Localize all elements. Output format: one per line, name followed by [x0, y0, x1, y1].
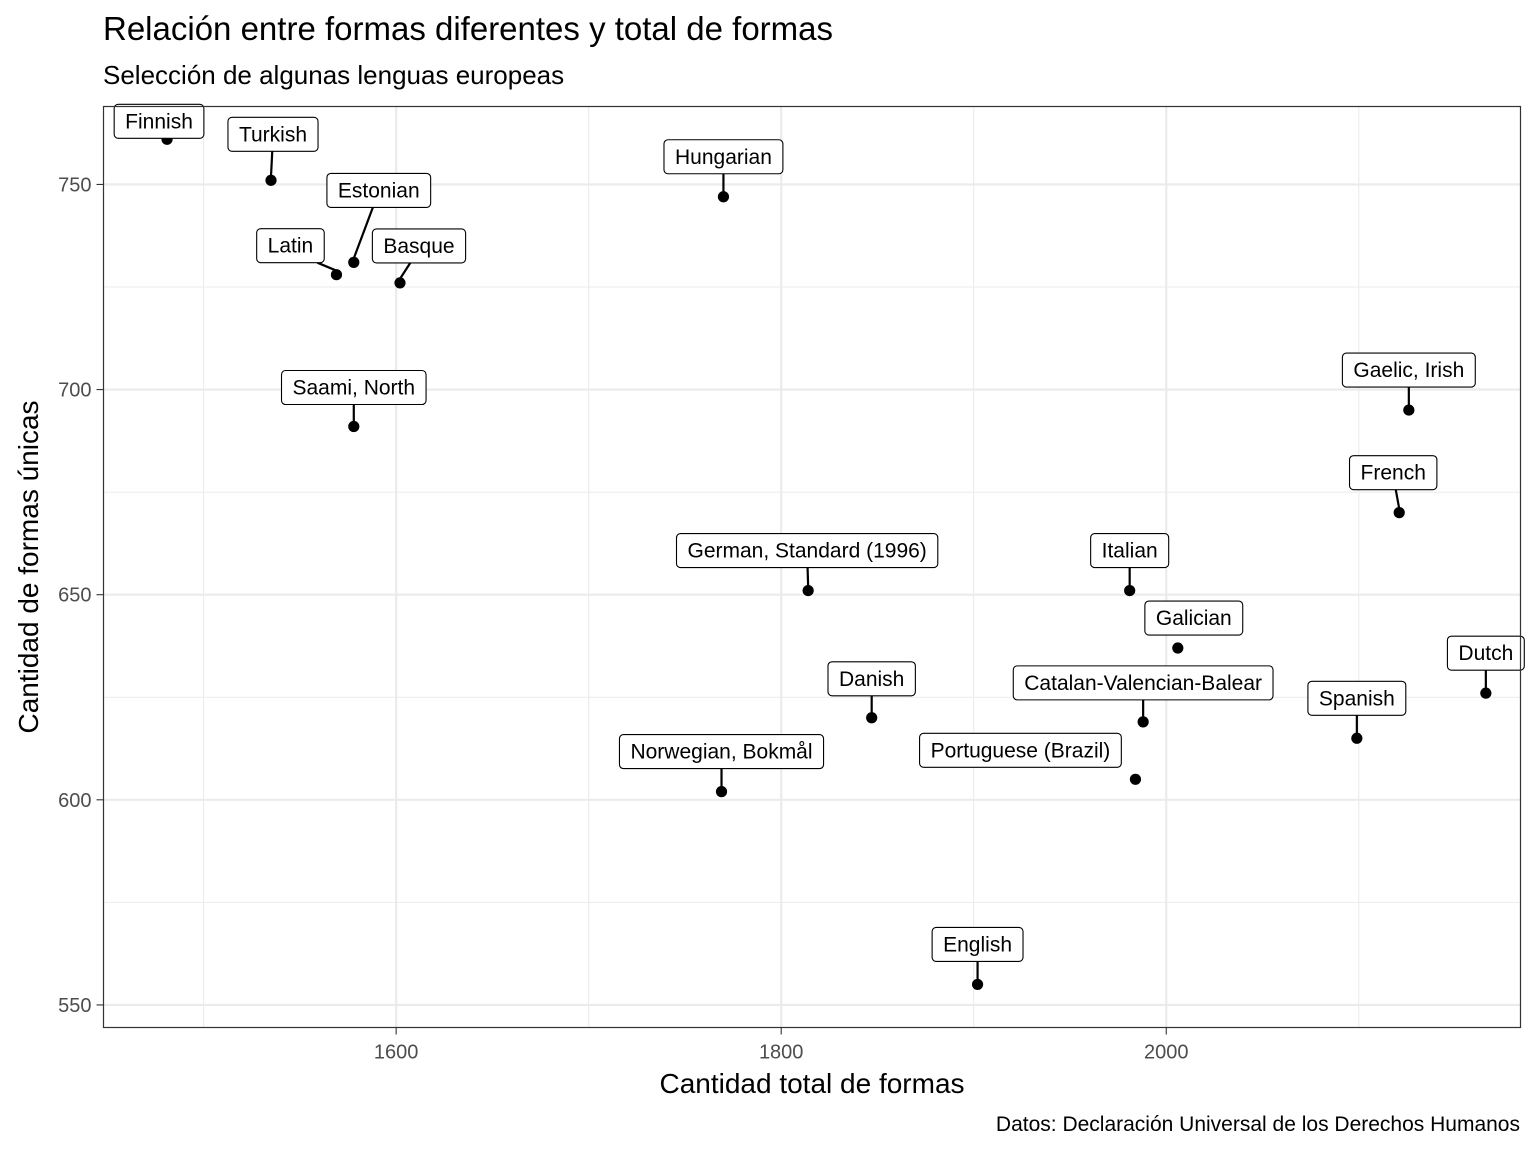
label-leader-line [399, 262, 412, 280]
point-label-text: German, Standard (1996) [688, 540, 927, 563]
point-label-text: Hungarian [675, 146, 772, 169]
y-tick-label: 650 [58, 585, 91, 607]
point-label: Portuguese (Brazil) [919, 732, 1122, 768]
chart-title: Relación entre formas diferentes y total… [103, 10, 833, 47]
plot-panel-border [102, 105, 1522, 1029]
point-label-box [675, 533, 939, 569]
y-axis-title: Cantidad de formas únicas [13, 400, 44, 733]
chart-subtitle: Selección de algunas lenguas europeas [103, 60, 564, 90]
point-label-box [919, 732, 1122, 768]
data-points [161, 133, 1492, 991]
point-label-text: Danish [839, 668, 904, 691]
x-axis-title: Cantidad total de formas [659, 1068, 964, 1099]
point-label-box [326, 172, 432, 208]
point-label-box [1012, 665, 1274, 701]
point-label-text: Latin [268, 235, 314, 258]
point-label: Saami, North [280, 369, 427, 406]
point-label-text: Gaelic, Irish [1353, 359, 1464, 382]
point-label: English [931, 926, 1024, 962]
data-point [971, 978, 984, 991]
data-point [1351, 732, 1363, 744]
label-leader-line [316, 261, 337, 272]
point-label-box [1144, 600, 1244, 636]
point-label: Finnish [113, 103, 205, 139]
data-point [1172, 642, 1184, 654]
x-tick-label: 1600 [374, 1042, 419, 1064]
point-label-box [1348, 455, 1438, 491]
point-label-text: Estonian [338, 179, 420, 202]
point-label-text: Spanish [1319, 687, 1395, 710]
data-point [717, 191, 730, 203]
point-label-text: English [943, 933, 1012, 956]
point-label-text: French [1361, 462, 1426, 485]
point-label-box [227, 116, 319, 152]
point-label-box [371, 228, 467, 264]
label-leader-line [269, 151, 274, 177]
point-label: Catalan-Valencian-Balear [1012, 665, 1274, 701]
point-label-box [1341, 352, 1476, 388]
point-label: German, Standard (1996) [675, 533, 939, 569]
label-leader-line [352, 207, 374, 259]
point-label-box [1090, 533, 1170, 569]
point-label: Basque [371, 228, 467, 264]
y-tick-label: 600 [58, 790, 91, 812]
point-label-box [256, 228, 325, 264]
data-point [1124, 584, 1136, 597]
data-point [348, 420, 360, 433]
point-label-text: Italian [1102, 540, 1158, 563]
data-point [394, 277, 406, 289]
point-label-text: Saami, North [293, 376, 416, 399]
data-point [715, 786, 728, 798]
point-label: Galician [1144, 600, 1244, 636]
data-point [802, 584, 814, 597]
point-label-box [113, 103, 205, 139]
point-label: Norwegian, Bokmål [618, 734, 825, 770]
point-label: Danish [827, 661, 916, 697]
y-tick-label: 550 [58, 995, 91, 1017]
x-tick-label: 1800 [759, 1042, 804, 1064]
data-point [1137, 716, 1149, 728]
data-point [1393, 507, 1405, 519]
point-label-text: Dutch [1458, 642, 1513, 665]
point-label: Dutch [1446, 635, 1525, 671]
point-label: Gaelic, Irish [1341, 352, 1476, 388]
data-point [1480, 687, 1492, 699]
point-label: Spanish [1307, 680, 1407, 716]
point-label-box [618, 734, 825, 770]
point-labels: Finnish Turkish Hungarian Estonian Latin Basq… [113, 103, 1525, 981]
point-label: Turkish [227, 116, 319, 152]
point-label-text: Finnish [125, 110, 193, 133]
point-label-box [931, 926, 1024, 962]
point-label-text: Basque [383, 235, 454, 258]
point-label: Latin [256, 228, 325, 264]
label-leader-line [806, 567, 810, 587]
x-tick-label: 2000 [1144, 1042, 1189, 1064]
y-tick-label: 700 [58, 380, 91, 402]
point-label-text: Galician [1156, 607, 1232, 630]
point-label: French [1348, 455, 1438, 491]
point-label-box [280, 369, 427, 406]
data-point [330, 269, 343, 281]
point-label: Hungarian [663, 139, 784, 175]
point-label: Italian [1090, 533, 1170, 569]
data-point [265, 174, 277, 186]
chart-caption: Datos: Declaración Universal de los Dere… [996, 1113, 1520, 1136]
y-tick-label: 750 [58, 174, 91, 196]
point-label-text: Catalan-Valencian-Balear [1024, 672, 1262, 695]
point-label: Estonian [326, 172, 432, 208]
axis-ticks: 1600 1800 2000 550 600 650 700 750 [58, 174, 1188, 1063]
point-label-box [1307, 680, 1407, 716]
data-point [348, 256, 360, 268]
data-point [866, 712, 878, 724]
point-label-box [827, 661, 916, 697]
data-point [1129, 773, 1142, 785]
data-point [1403, 404, 1415, 416]
point-label-text: Portuguese (Brazil) [931, 739, 1111, 762]
point-label-text: Turkish [239, 123, 307, 146]
point-label-text: Norwegian, Bokmål [630, 741, 812, 764]
point-label-box [1446, 635, 1525, 671]
label-leader-line [1394, 489, 1401, 509]
point-label-box [663, 139, 784, 175]
